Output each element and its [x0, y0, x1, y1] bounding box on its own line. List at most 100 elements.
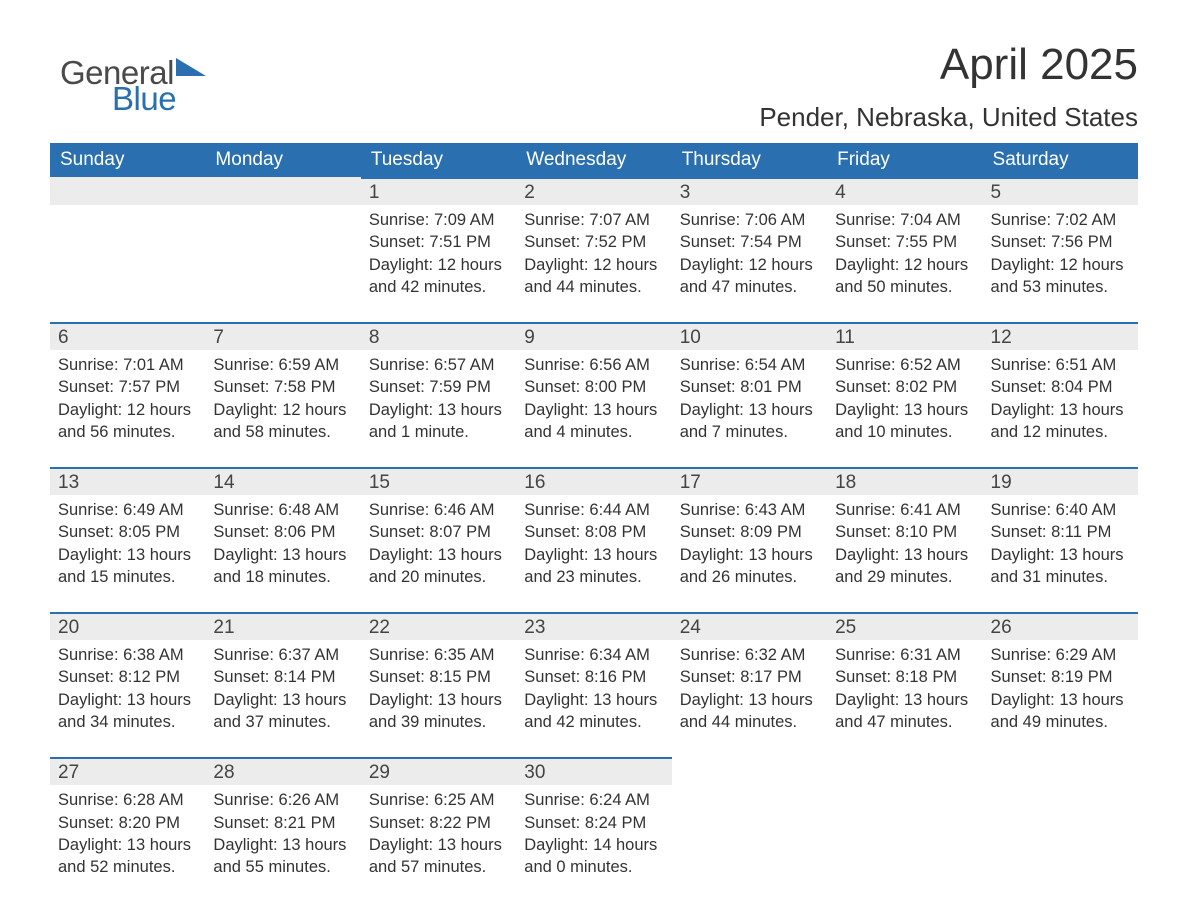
- daylight-line: Daylight: 12 hours and 44 minutes.: [524, 254, 663, 299]
- weekday-header: Tuesday: [361, 143, 516, 177]
- sunrise-value: 6:46 AM: [434, 501, 495, 519]
- sunrise-label: Sunrise:: [835, 646, 896, 664]
- sunrise-value: 6:41 AM: [900, 501, 961, 519]
- weekday-header: Saturday: [983, 143, 1138, 177]
- sunrise-line: Sunrise: 7:07 AM: [524, 209, 663, 231]
- sunrise-label: Sunrise:: [369, 791, 430, 809]
- calendar-table: Sunday Monday Tuesday Wednesday Thursday…: [50, 143, 1138, 902]
- calendar-day-cell: 6Sunrise: 7:01 AMSunset: 7:57 PMDaylight…: [50, 322, 205, 467]
- daylight-label: Daylight:: [524, 691, 588, 709]
- sunset-value: 8:00 PM: [585, 378, 646, 396]
- daylight-label: Daylight:: [835, 401, 899, 419]
- brand-logo-text: General Blue: [60, 54, 174, 130]
- sunset-value: 7:56 PM: [1051, 233, 1112, 251]
- calendar-day-cell: [205, 177, 360, 322]
- calendar-day-cell: [827, 757, 982, 902]
- calendar-day-cell: 24Sunrise: 6:32 AMSunset: 8:17 PMDayligh…: [672, 612, 827, 757]
- calendar-week-row: 1Sunrise: 7:09 AMSunset: 7:51 PMDaylight…: [50, 177, 1138, 322]
- daylight-label: Daylight:: [58, 401, 122, 419]
- calendar-day-cell: 30Sunrise: 6:24 AMSunset: 8:24 PMDayligh…: [516, 757, 671, 902]
- sunrise-line: Sunrise: 6:26 AM: [213, 789, 352, 811]
- day-number: 25: [827, 612, 982, 640]
- sunset-line: Sunset: 8:19 PM: [991, 666, 1130, 688]
- sunrise-label: Sunrise:: [369, 356, 430, 374]
- calendar-day-cell: 16Sunrise: 6:44 AMSunset: 8:08 PMDayligh…: [516, 467, 671, 612]
- day-number: 5: [983, 177, 1138, 205]
- daylight-label: Daylight:: [369, 546, 433, 564]
- sunset-line: Sunset: 8:10 PM: [835, 521, 974, 543]
- day-number: 30: [516, 757, 671, 785]
- calendar-day-cell: [50, 177, 205, 322]
- sunrise-value: 6:52 AM: [900, 356, 961, 374]
- day-details: Sunrise: 6:57 AMSunset: 7:59 PMDaylight:…: [361, 350, 516, 443]
- daylight-label: Daylight:: [58, 546, 122, 564]
- sunset-label: Sunset:: [524, 378, 580, 396]
- weekday-header: Thursday: [672, 143, 827, 177]
- daylight-line: Daylight: 13 hours and 26 minutes.: [680, 544, 819, 589]
- day-number: 1: [361, 177, 516, 205]
- sunrise-value: 6:57 AM: [434, 356, 495, 374]
- sunrise-value: 6:31 AM: [900, 646, 961, 664]
- day-number: 8: [361, 322, 516, 350]
- sunset-value: 8:12 PM: [119, 668, 180, 686]
- sunrise-value: 6:25 AM: [434, 791, 495, 809]
- day-number: 24: [672, 612, 827, 640]
- day-details: Sunrise: 6:24 AMSunset: 8:24 PMDaylight:…: [516, 785, 671, 878]
- daylight-label: Daylight:: [835, 546, 899, 564]
- sunset-value: 8:19 PM: [1051, 668, 1112, 686]
- day-number: 15: [361, 467, 516, 495]
- daylight-label: Daylight:: [680, 546, 744, 564]
- sunset-label: Sunset:: [524, 233, 580, 251]
- sunrise-line: Sunrise: 6:43 AM: [680, 499, 819, 521]
- sunrise-value: 6:37 AM: [279, 646, 340, 664]
- sunrise-value: 6:56 AM: [589, 356, 650, 374]
- daylight-line: Daylight: 13 hours and 42 minutes.: [524, 689, 663, 734]
- sunset-value: 8:16 PM: [585, 668, 646, 686]
- sunrise-value: 6:32 AM: [745, 646, 806, 664]
- sunset-line: Sunset: 8:02 PM: [835, 376, 974, 398]
- calendar-day-cell: 25Sunrise: 6:31 AMSunset: 8:18 PMDayligh…: [827, 612, 982, 757]
- daylight-line: Daylight: 13 hours and 18 minutes.: [213, 544, 352, 589]
- sunrise-label: Sunrise:: [524, 646, 585, 664]
- sunset-label: Sunset:: [680, 668, 736, 686]
- sunset-line: Sunset: 8:15 PM: [369, 666, 508, 688]
- daylight-label: Daylight:: [680, 401, 744, 419]
- sunset-value: 8:01 PM: [740, 378, 801, 396]
- sunrise-label: Sunrise:: [213, 646, 274, 664]
- daylight-label: Daylight:: [369, 836, 433, 854]
- sunset-value: 7:59 PM: [429, 378, 490, 396]
- sunrise-line: Sunrise: 6:32 AM: [680, 644, 819, 666]
- daylight-label: Daylight:: [680, 691, 744, 709]
- sunrise-line: Sunrise: 6:57 AM: [369, 354, 508, 376]
- sunrise-line: Sunrise: 6:31 AM: [835, 644, 974, 666]
- sunrise-value: 7:04 AM: [900, 211, 961, 229]
- daylight-line: Daylight: 13 hours and 37 minutes.: [213, 689, 352, 734]
- daylight-line: Daylight: 13 hours and 20 minutes.: [369, 544, 508, 589]
- sunset-label: Sunset:: [991, 668, 1047, 686]
- brand-logo: General Blue: [60, 54, 174, 130]
- sunrise-value: 6:38 AM: [123, 646, 184, 664]
- calendar-day-cell: [672, 757, 827, 902]
- sunrise-label: Sunrise:: [991, 501, 1052, 519]
- daylight-label: Daylight:: [835, 691, 899, 709]
- calendar-day-cell: 23Sunrise: 6:34 AMSunset: 8:16 PMDayligh…: [516, 612, 671, 757]
- calendar-day-cell: 8Sunrise: 6:57 AMSunset: 7:59 PMDaylight…: [361, 322, 516, 467]
- day-details: Sunrise: 6:41 AMSunset: 8:10 PMDaylight:…: [827, 495, 982, 588]
- sunrise-line: Sunrise: 6:49 AM: [58, 499, 197, 521]
- sunrise-line: Sunrise: 7:09 AM: [369, 209, 508, 231]
- calendar-day-cell: 5Sunrise: 7:02 AMSunset: 7:56 PMDaylight…: [983, 177, 1138, 322]
- sunset-line: Sunset: 7:59 PM: [369, 376, 508, 398]
- sunrise-value: 6:35 AM: [434, 646, 495, 664]
- day-number: 4: [827, 177, 982, 205]
- sunset-value: 8:06 PM: [274, 523, 335, 541]
- daylight-label: Daylight:: [524, 401, 588, 419]
- day-number: 18: [827, 467, 982, 495]
- sunset-value: 8:18 PM: [896, 668, 957, 686]
- day-details: Sunrise: 6:56 AMSunset: 8:00 PMDaylight:…: [516, 350, 671, 443]
- daylight-line: Daylight: 12 hours and 58 minutes.: [213, 399, 352, 444]
- sunset-label: Sunset:: [58, 523, 114, 541]
- sunset-label: Sunset:: [835, 523, 891, 541]
- calendar-week-row: 27Sunrise: 6:28 AMSunset: 8:20 PMDayligh…: [50, 757, 1138, 902]
- sunrise-label: Sunrise:: [680, 646, 741, 664]
- sunset-line: Sunset: 8:18 PM: [835, 666, 974, 688]
